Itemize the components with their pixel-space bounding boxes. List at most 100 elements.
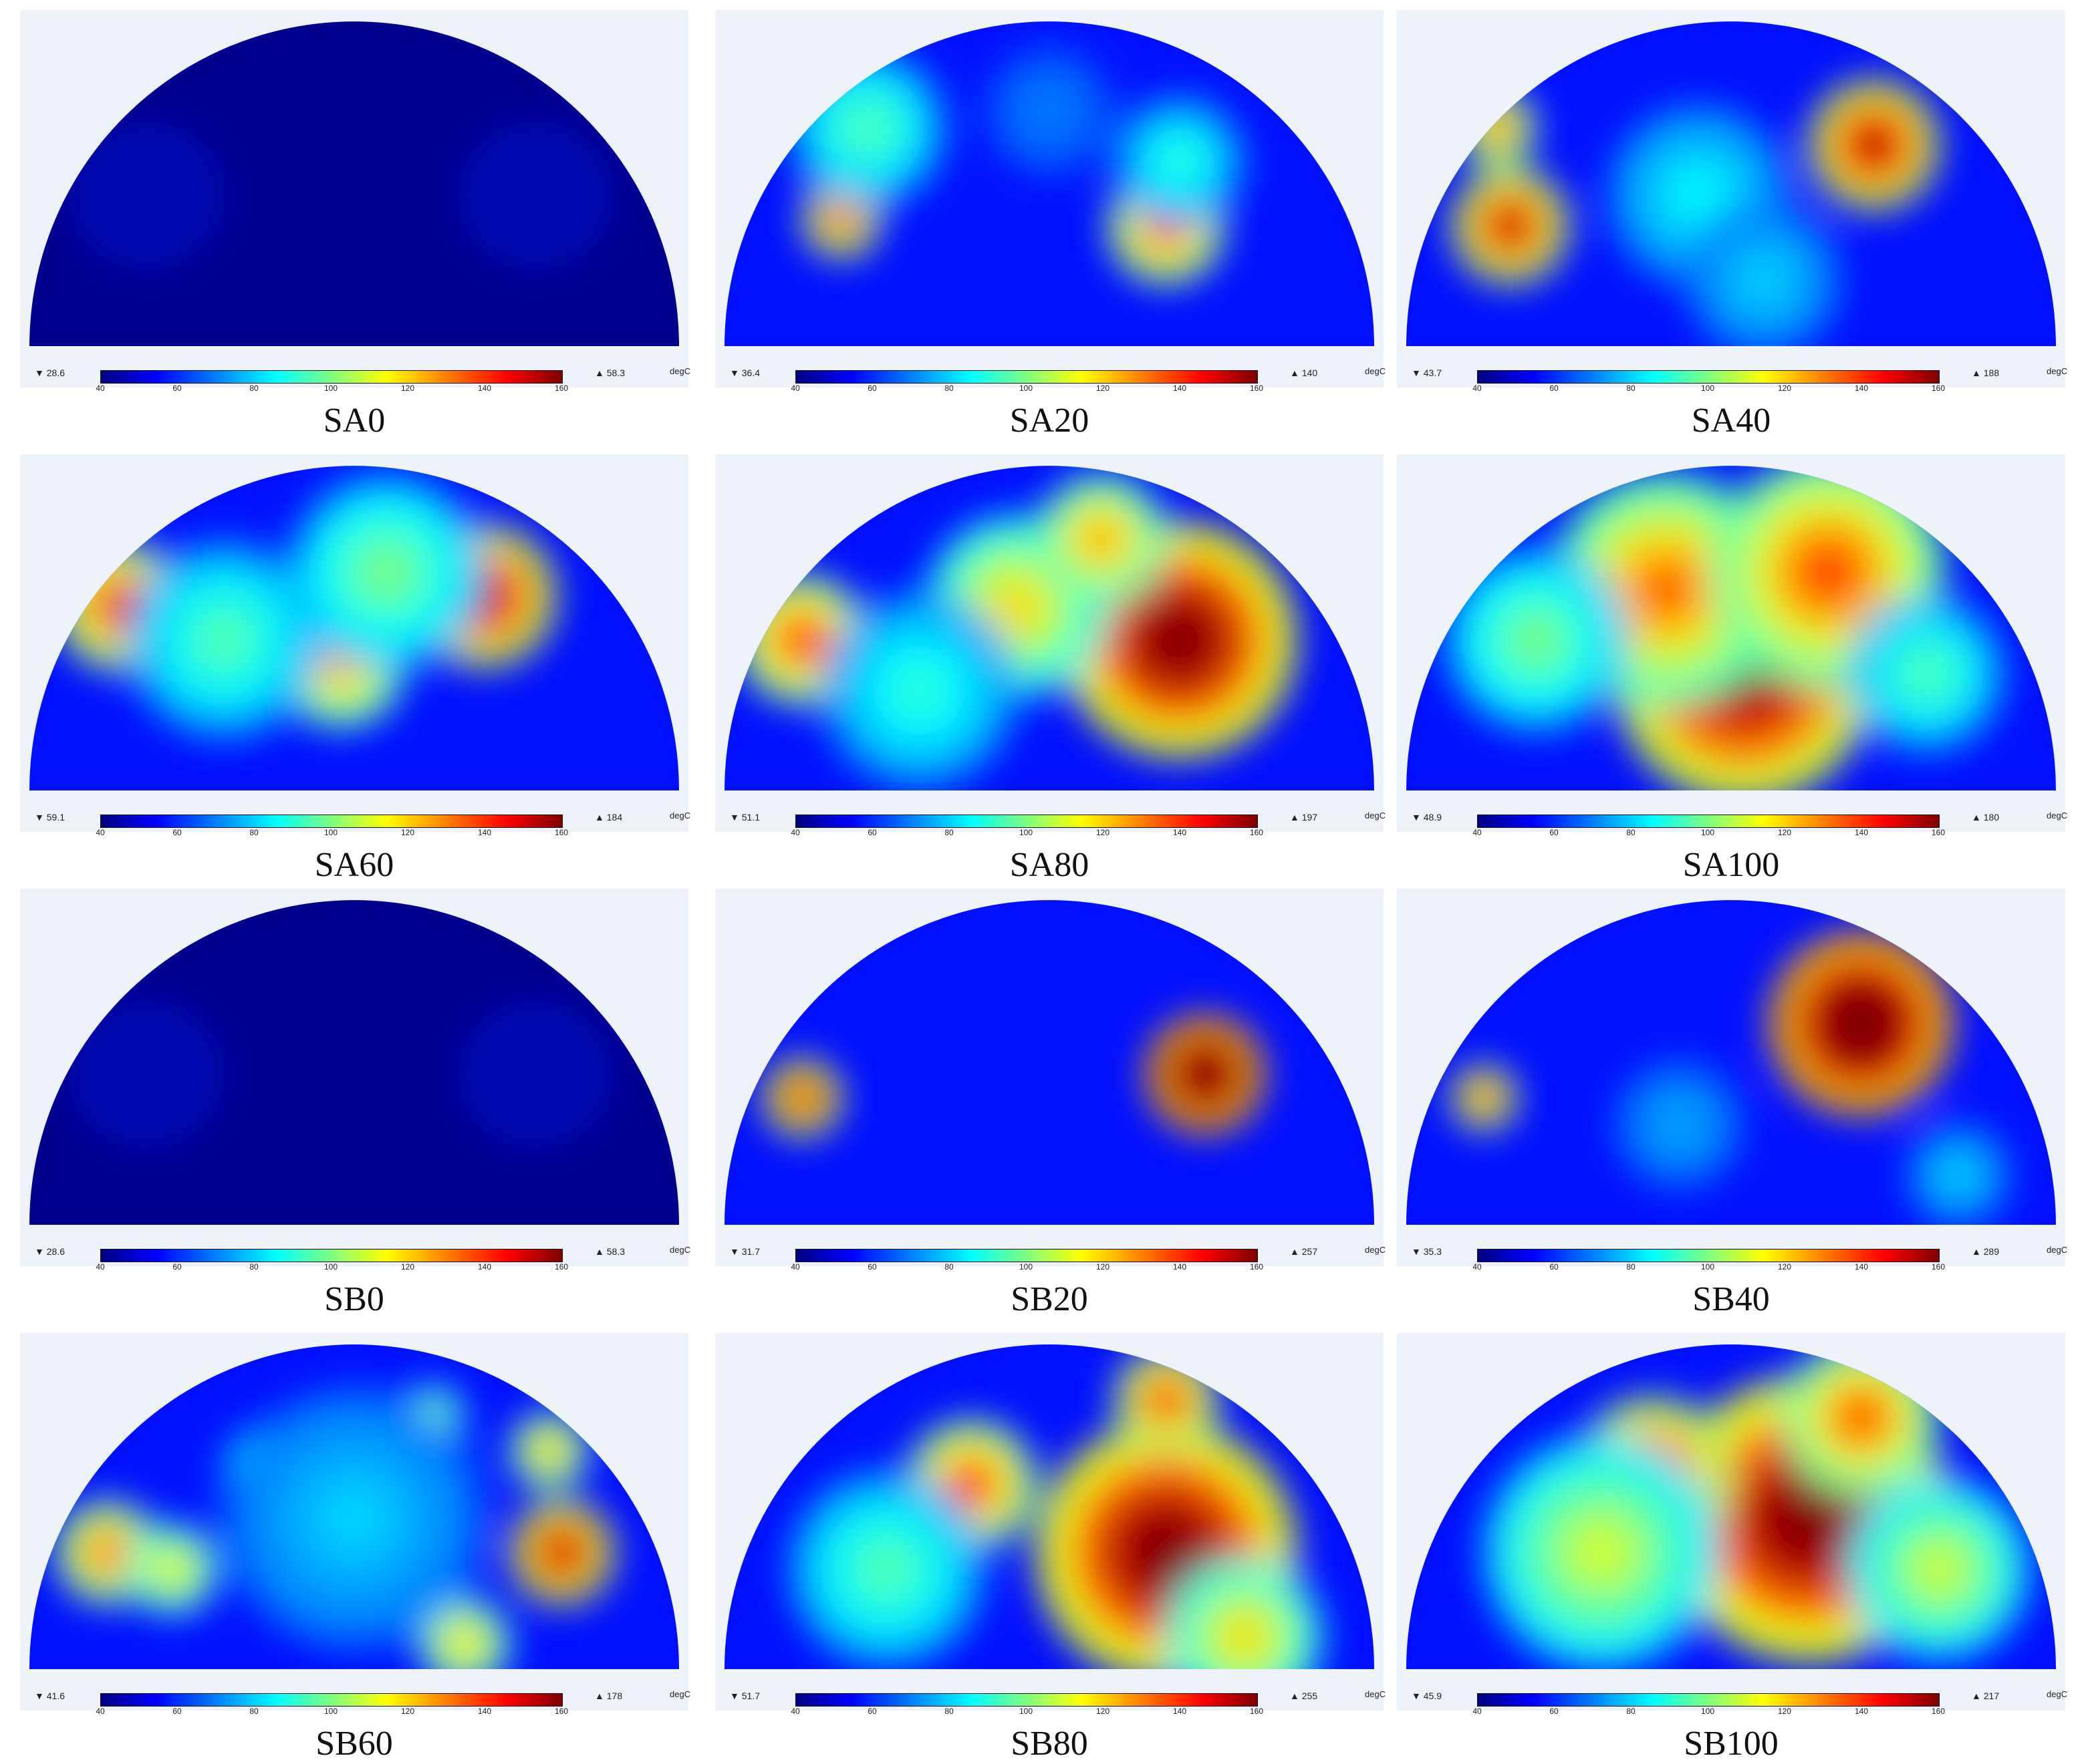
hotspot: [1134, 1519, 1199, 1585]
temperature-dome: [1406, 466, 2056, 790]
colorbar-tick: 80: [249, 828, 259, 837]
colorbar-gradient: [1477, 370, 1940, 384]
colorbar-gradient: [795, 1693, 1258, 1707]
min-value: ▼ 59.1: [35, 812, 65, 823]
unit-label: degC: [1365, 1245, 1386, 1255]
colorbar-tick: 140: [1854, 384, 1869, 393]
colorbar-tick: 40: [791, 384, 800, 393]
colorbar-tick: 120: [400, 1262, 415, 1272]
plot-area: [20, 454, 688, 832]
plot-area: [20, 1333, 688, 1711]
min-value: ▼ 43.7: [1412, 368, 1442, 378]
hotspot: [1190, 1059, 1220, 1089]
min-value: ▼ 28.6: [35, 1246, 65, 1257]
colorbar-tick: 160: [1249, 384, 1264, 393]
hotspot: [1662, 1109, 1696, 1141]
colorbar-tick: 40: [791, 828, 800, 837]
colorbar-ticks: 40 60 80 100 120 140 160: [96, 1707, 568, 1716]
colorbar-tick: 60: [868, 1262, 877, 1272]
max-value: ▲ 188: [1972, 368, 2000, 378]
plot-area: [715, 889, 1384, 1266]
colorbar-tick: 160: [554, 384, 569, 393]
colorbar-tick: 100: [1700, 384, 1715, 393]
unit-label: degC: [1365, 1689, 1386, 1699]
temperature-dome: [1406, 21, 2056, 346]
panel-label: SB20: [1011, 1280, 1088, 1318]
panel-label: SA0: [323, 402, 386, 440]
colorbar-tick: 120: [1095, 1262, 1110, 1272]
hotspot: [1495, 211, 1525, 241]
colorbar-tick: 80: [944, 1262, 954, 1272]
panel-label: SA100: [1682, 846, 1780, 884]
colorbar-tick: 80: [249, 1262, 259, 1272]
temperature-dome: [1406, 900, 2056, 1225]
min-value: ▼ 28.6: [35, 368, 65, 378]
temperature-dome: [725, 466, 1374, 790]
colorbar: ▼ 59.1 40 60 80 100 120 140 160 ▲ 184 degC: [20, 792, 690, 837]
unit-label: degC: [2047, 1689, 2068, 1699]
hotspot: [1487, 118, 1507, 138]
colorbar-tick: 60: [1549, 828, 1559, 837]
colorbar-tick: 160: [1931, 384, 1946, 393]
panel-label: SB80: [1011, 1725, 1088, 1763]
hotspot: [786, 623, 819, 657]
min-value: ▼ 41.6: [35, 1690, 65, 1701]
colorbar-tick: 100: [1019, 1262, 1033, 1272]
colorbar-tick: 80: [1626, 384, 1636, 393]
hotspot: [1153, 1387, 1180, 1414]
colorbar: ▼ 36.4 40 60 80 100 120 140 160 ▲ 140 degC: [715, 347, 1386, 393]
colorbar: ▼ 51.7 40 60 80 100 120 140 160 ▲ 255 degC: [715, 1670, 1386, 1716]
colorbar-tick: 140: [477, 1262, 492, 1272]
colorbar-tick: 60: [172, 828, 182, 837]
max-value: ▲ 257: [1290, 1246, 1318, 1257]
colorbar-tick: 60: [868, 384, 877, 393]
unit-label: degC: [670, 1245, 691, 1255]
hotspot: [1916, 1546, 1962, 1592]
hotspot: [1513, 617, 1559, 663]
plot-area: [715, 10, 1384, 388]
colorbar-tick: 140: [1854, 1262, 1869, 1272]
temperature-dome: [1406, 1344, 2056, 1669]
temperature-dome: [29, 21, 679, 346]
colorbar: ▼ 48.9 40 60 80 100 120 140 160 ▲ 180 degC: [1397, 792, 2067, 837]
hotspot: [1744, 260, 1783, 300]
min-value: ▼ 51.1: [730, 812, 760, 823]
colorbar-tick: 120: [1777, 1262, 1792, 1272]
colorbar-tick: 140: [477, 828, 492, 837]
colorbar-ticks: 40 60 80 100 120 140 160: [96, 384, 568, 393]
colorbar-tick: 140: [477, 384, 492, 393]
hotspot: [1571, 1523, 1631, 1582]
colorbar-ticks: 40 60 80 100 120 140 160: [96, 1262, 568, 1272]
temperature-dome: [29, 466, 679, 790]
colorbar-gradient: [1477, 815, 1940, 828]
dome-background: [725, 900, 1374, 1225]
unit-label: degC: [2047, 1245, 2068, 1255]
panel-label: SA80: [1009, 846, 1089, 884]
plot-area: [1397, 889, 2065, 1266]
temperature-dome: [29, 900, 679, 1225]
max-value: ▲ 178: [595, 1690, 623, 1701]
colorbar: ▼ 28.6 40 60 80 100 120 140 160 ▲ 58.3 degC: [20, 1226, 691, 1272]
colorbar-tick: 60: [868, 1707, 877, 1716]
temperature-dome: [725, 21, 1374, 346]
hotspot: [1163, 145, 1196, 178]
colorbar: ▼ 35.3 40 60 80 100 120 140 160 ▲ 289 degC: [1397, 1226, 2068, 1272]
colorbar-tick: 140: [1172, 384, 1187, 393]
colorbar-gradient: [1477, 1693, 1940, 1707]
colorbar: ▼ 45.9 40 60 80 100 120 140 160 ▲ 217 degC: [1397, 1670, 2068, 1716]
hotspot: [1838, 1000, 1884, 1047]
colorbar-tick: 120: [1777, 384, 1792, 393]
hotspot: [895, 666, 944, 715]
colorbar-gradient: [100, 1693, 563, 1707]
unit-label: degC: [670, 366, 691, 376]
colorbar-tick: 80: [1626, 828, 1636, 837]
colorbar-ticks: 40 60 80 100 120 140 160: [791, 384, 1263, 393]
hotspot: [160, 1558, 184, 1581]
colorbar-tick: 140: [1854, 1707, 1869, 1716]
colorbar-tick: 60: [1549, 1262, 1559, 1272]
colorbar-tick: 40: [1472, 384, 1482, 393]
max-value: ▲ 180: [1972, 812, 2000, 823]
temperature-patch: [458, 1000, 614, 1149]
min-value: ▼ 35.3: [1412, 1246, 1442, 1257]
hotspot: [1799, 543, 1858, 602]
